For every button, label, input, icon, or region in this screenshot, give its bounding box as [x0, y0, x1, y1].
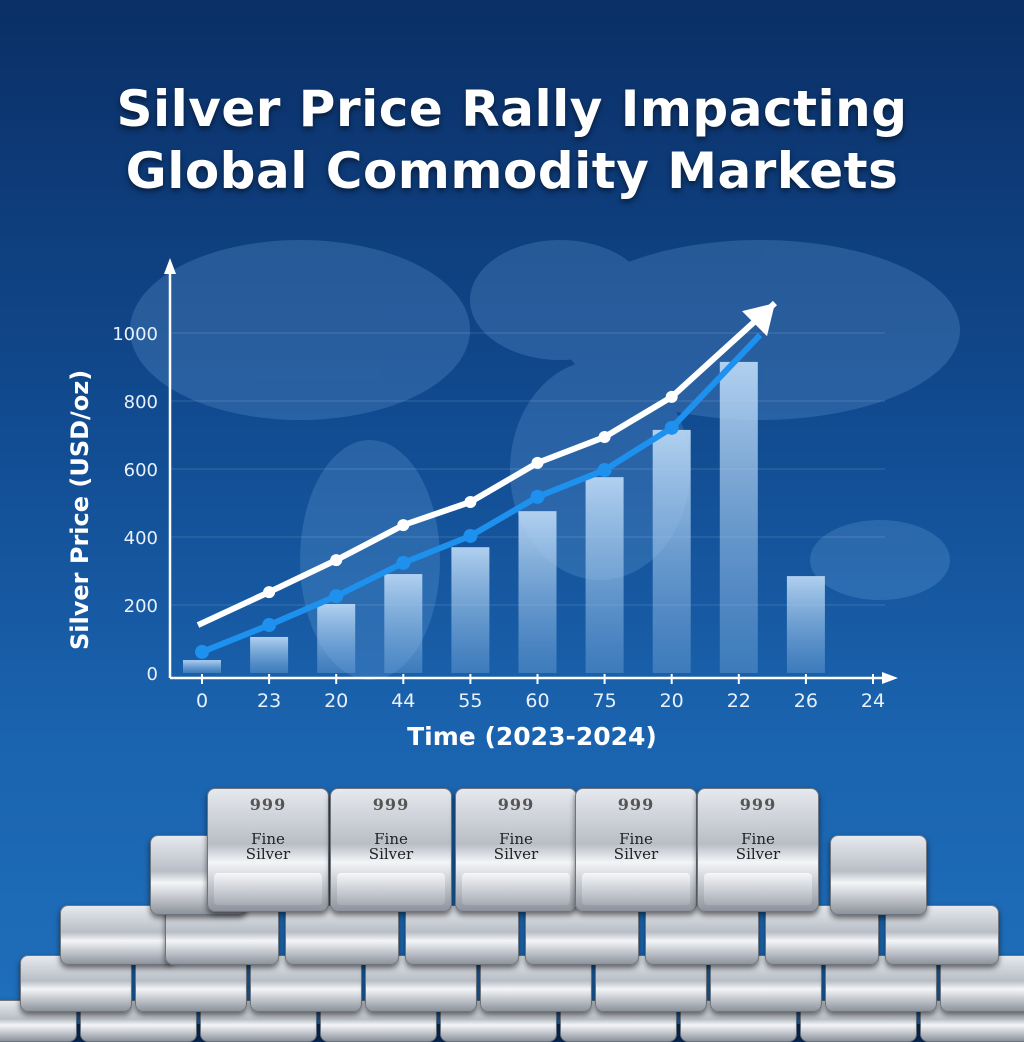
ingot-front-face — [704, 873, 812, 905]
x-tick-label: 55 — [458, 690, 482, 712]
ingot-label: Fine Silver — [613, 830, 659, 863]
chart-bar — [451, 547, 490, 673]
y-axis-label: Silver Price (USD/oz) — [66, 369, 94, 650]
silver-ingot: 999 Fine Silver — [697, 788, 819, 912]
x-axis-arrow-icon — [882, 672, 898, 684]
silver-ingot: 999 Fine Silver — [207, 788, 329, 912]
silver-ingot — [285, 905, 399, 965]
title-line-2: Global Commodity Markets — [125, 142, 899, 200]
chart-bar — [652, 429, 691, 673]
title-line-1: Silver Price Rally Impacting — [116, 80, 908, 138]
white-line-point — [531, 456, 544, 469]
ingot-front-face — [214, 873, 322, 905]
white-line-point — [598, 431, 611, 444]
white-line-point — [330, 554, 343, 567]
page-title: Silver Price Rally Impacting Global Comm… — [0, 78, 1024, 202]
white-line-point — [665, 390, 678, 403]
ingot-purity: 999 — [739, 795, 777, 814]
chart-bar — [384, 574, 423, 673]
continent-shape — [560, 240, 960, 420]
ingot-label: Fine Silver — [735, 830, 781, 863]
white-line-point — [397, 519, 410, 532]
chart-bar — [585, 477, 624, 673]
y-tick-label: 400 — [124, 528, 158, 549]
chart-bar — [518, 511, 557, 673]
ingot-purity: 999 — [372, 795, 410, 814]
arrow-head-icon — [742, 303, 775, 337]
x-tick-label: 44 — [391, 690, 415, 712]
y-tick-label: 200 — [124, 596, 158, 617]
chart-bar — [786, 576, 825, 673]
x-tick-label: 23 — [257, 690, 281, 712]
x-tick-label: 0 — [196, 690, 208, 712]
y-axis-arrow-icon — [164, 258, 176, 274]
blue-line-point — [664, 420, 679, 435]
continent-shape — [470, 240, 650, 360]
blue-line-point — [329, 589, 344, 604]
silver-ingot — [525, 905, 639, 965]
x-axis-label: Time (2023-2024) — [407, 722, 657, 751]
silver-ingot — [830, 835, 927, 915]
ingot-purity: 999 — [617, 795, 655, 814]
y-tick-label: 600 — [124, 460, 158, 481]
silver-ingot: 999 Fine Silver — [330, 788, 452, 912]
x-tick-label: 60 — [525, 690, 549, 712]
x-tick-label: 24 — [861, 690, 885, 712]
x-tick-label: 26 — [794, 690, 818, 712]
ingot-label: Fine Silver — [493, 830, 539, 863]
ingot-label: Fine Silver — [368, 830, 414, 863]
silver-ingot — [765, 905, 879, 965]
ingot-front-face — [462, 873, 570, 905]
blue-line-point — [396, 555, 411, 570]
silver-ingot — [60, 905, 174, 965]
continent-shape — [810, 520, 950, 600]
blue-line-point — [463, 528, 478, 543]
white-line-point — [263, 586, 276, 599]
white-line-point — [464, 495, 477, 508]
continent-shape — [130, 240, 470, 420]
ingot-label: Fine Silver — [245, 830, 291, 863]
silver-ingot: 999 Fine Silver — [455, 788, 577, 912]
ingot-front-face — [337, 873, 445, 905]
chart-bar — [183, 660, 221, 673]
y-tick-label: 0 — [147, 664, 158, 685]
silver-ingot — [405, 905, 519, 965]
silver-ingot: 999 Fine Silver — [575, 788, 697, 912]
blue-line-point — [597, 463, 612, 478]
ingot-purity: 999 — [249, 795, 287, 814]
x-tick-label: 20 — [324, 690, 348, 712]
chart-bar — [719, 361, 758, 673]
y-tick-label: 800 — [124, 392, 158, 413]
y-tick-label: 1000 — [112, 324, 158, 345]
x-tick-label: 22 — [727, 690, 751, 712]
blue-line-point — [195, 644, 209, 659]
chart-bar — [250, 636, 289, 673]
silver-ingot — [645, 905, 759, 965]
silver-ingot — [885, 905, 999, 965]
chart-bar — [317, 603, 356, 673]
ingot-front-face — [582, 873, 690, 905]
blue-line-point — [530, 489, 545, 504]
x-tick-label: 20 — [660, 690, 684, 712]
x-tick-label: 75 — [593, 690, 617, 712]
blue-line-point — [262, 618, 277, 633]
ingot-purity: 999 — [497, 795, 535, 814]
